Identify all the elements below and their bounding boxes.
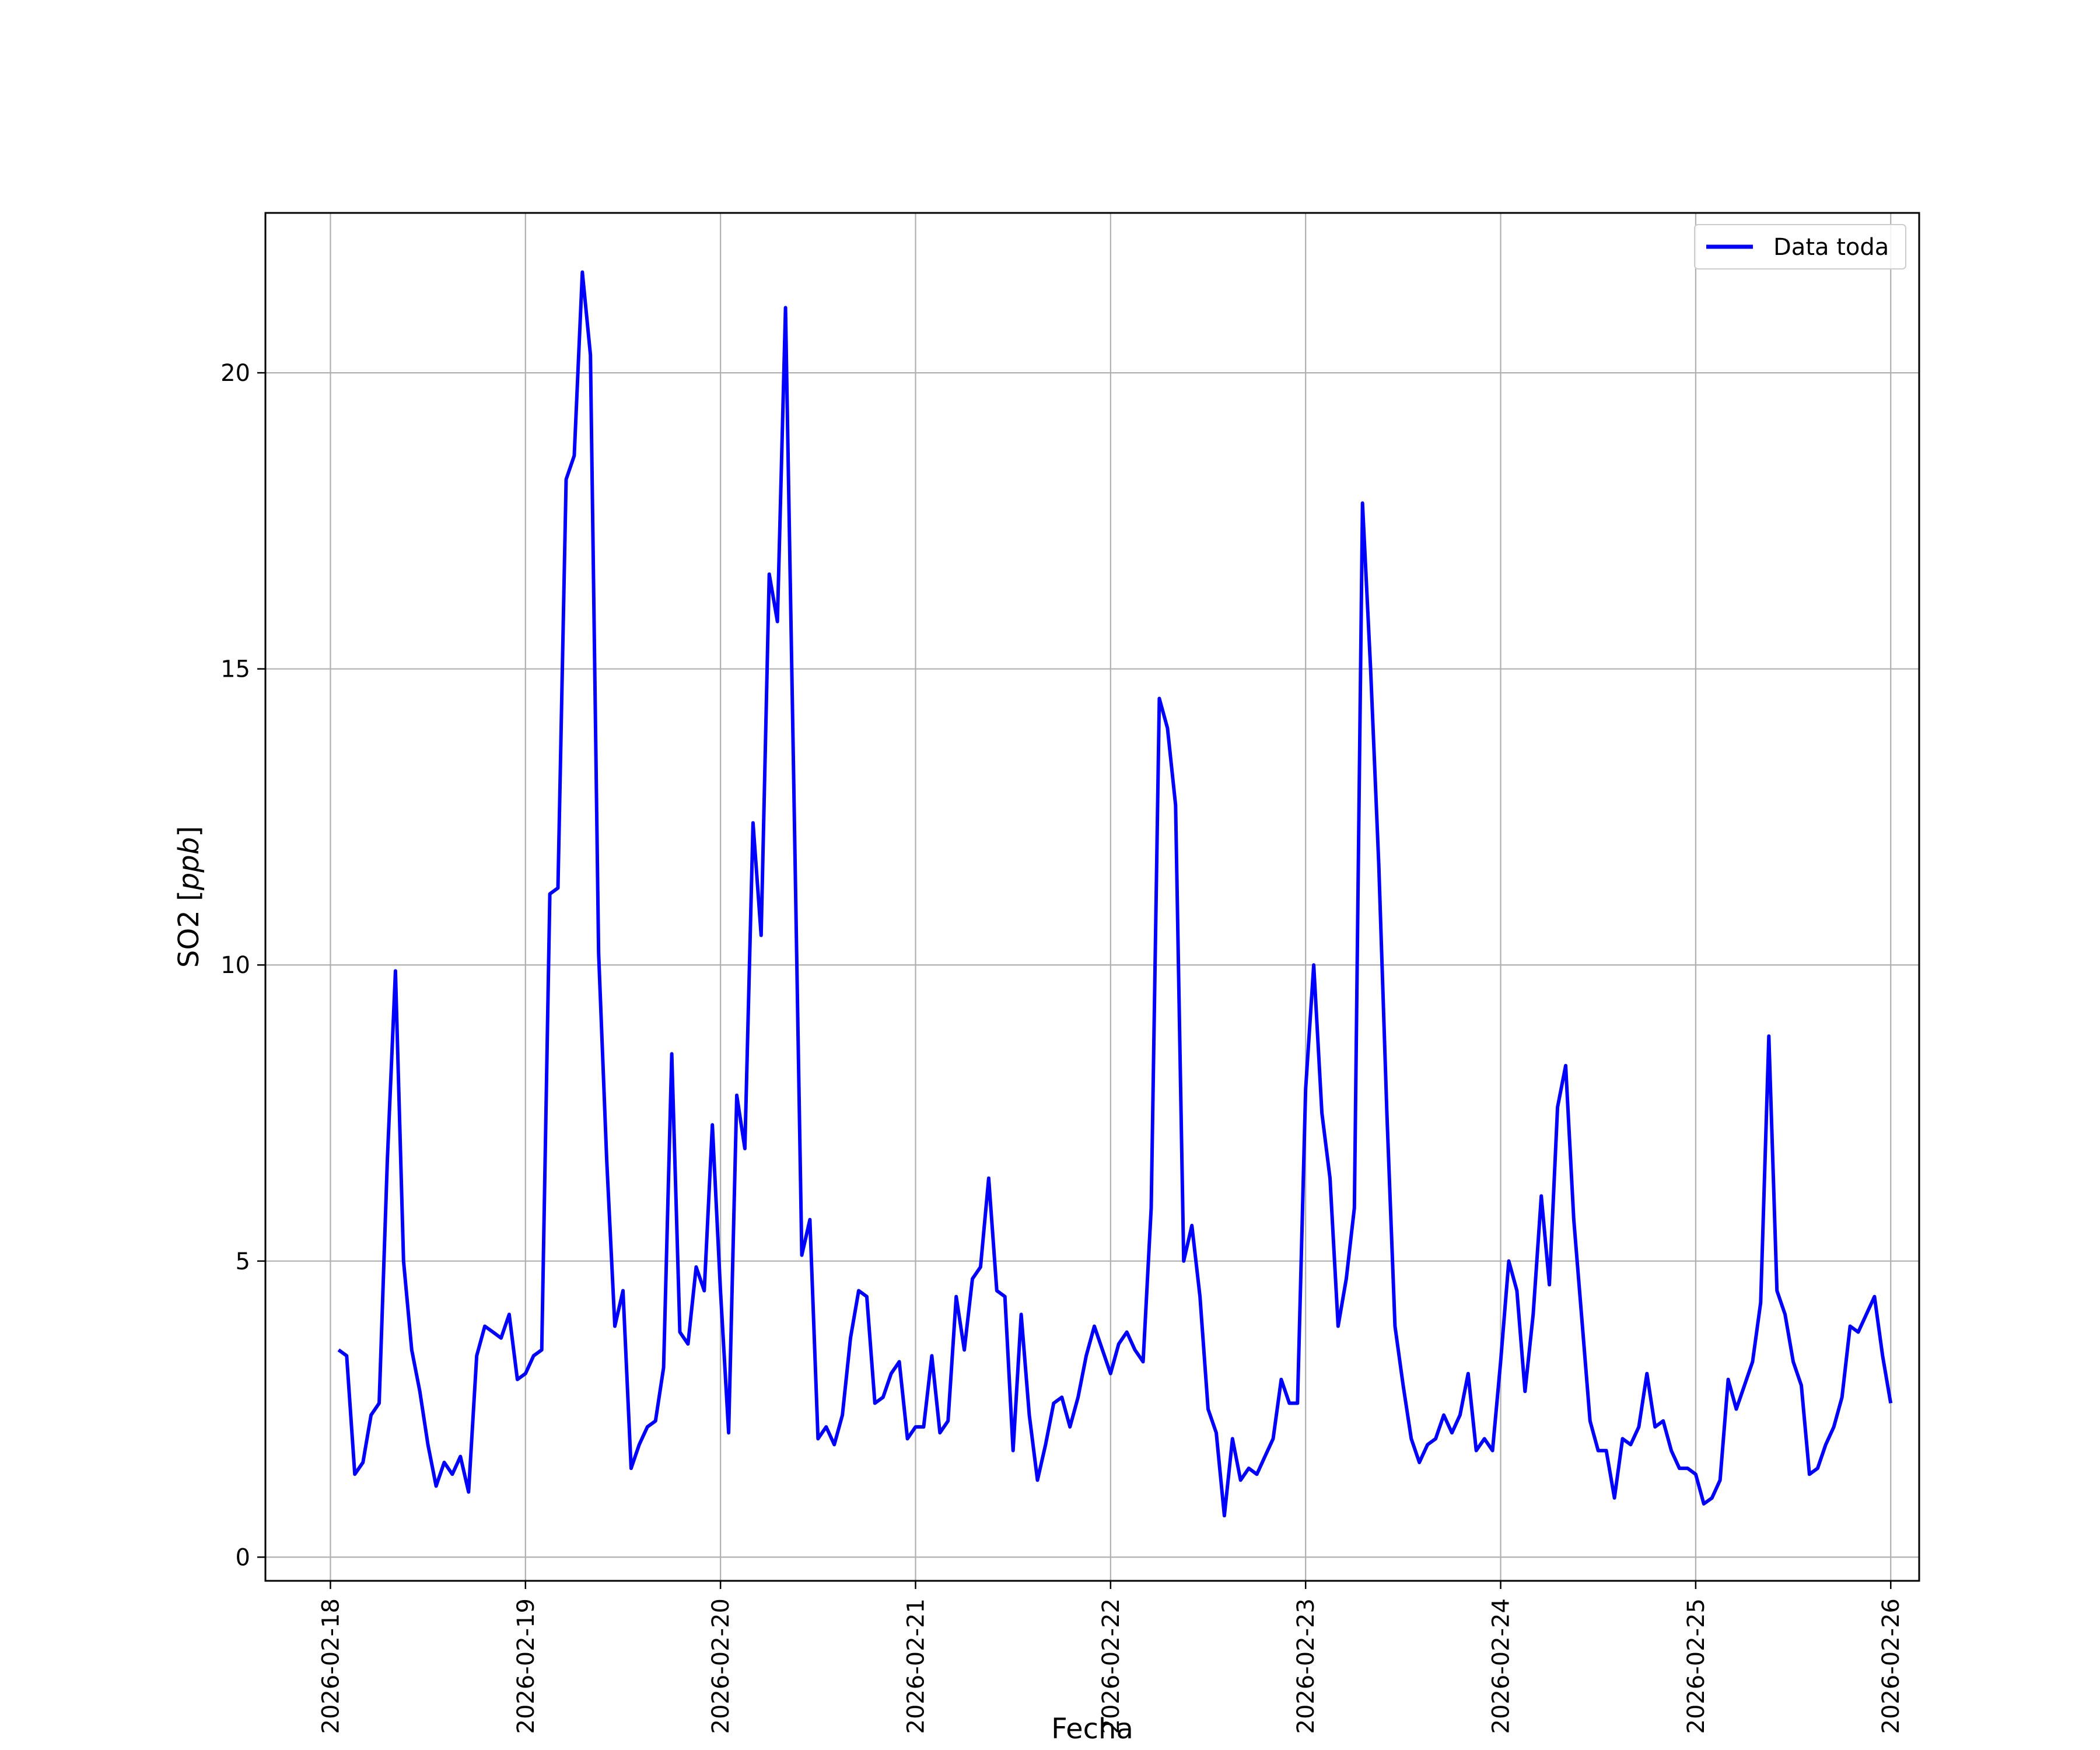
series-line (337, 270, 1893, 1518)
y-axis-title-close: ] (173, 826, 205, 837)
y-tick-label: 10 (220, 952, 250, 979)
y-axis-title-text: SO2 [ (173, 890, 205, 968)
y-axis-title-unit: ppb (173, 837, 205, 891)
grid (265, 213, 1919, 1581)
legend-label: Data toda (1773, 234, 1889, 261)
x-tick-label: 2026-02-21 (902, 1598, 929, 1734)
series-layer (337, 270, 1893, 1518)
legend-box (1694, 224, 1906, 270)
y-tick-label: 0 (236, 1544, 250, 1571)
y-axis-title: SO2 [ppb] (173, 826, 205, 968)
x-tick-label: 2026-02-18 (317, 1598, 344, 1734)
x-axis-title: Fecha (1051, 1713, 1133, 1745)
y-axis: 0 5 10 15 20 (220, 360, 265, 1571)
y-tick-label: 15 (220, 656, 250, 683)
x-tick-label: 2026-02-26 (1878, 1598, 1905, 1734)
x-axis: 2026-02-18 2026-02-19 2026-02-20 2026-02-21… (317, 1581, 1905, 1734)
y-tick-label: 20 (220, 360, 250, 387)
x-tick-label: 2026-02-22 (1098, 1598, 1125, 1734)
x-tick-label: 2026-02-25 (1683, 1598, 1710, 1734)
y-tick-label: 5 (236, 1248, 250, 1275)
plot-frame (264, 212, 1920, 1582)
x-tick-label: 2026-02-24 (1488, 1598, 1515, 1734)
x-tick-label: 2026-02-23 (1293, 1598, 1320, 1734)
legend: Data toda (1694, 224, 1906, 270)
x-tick-label: 2026-02-20 (708, 1598, 734, 1734)
x-tick-label: 2026-02-19 (513, 1598, 540, 1734)
